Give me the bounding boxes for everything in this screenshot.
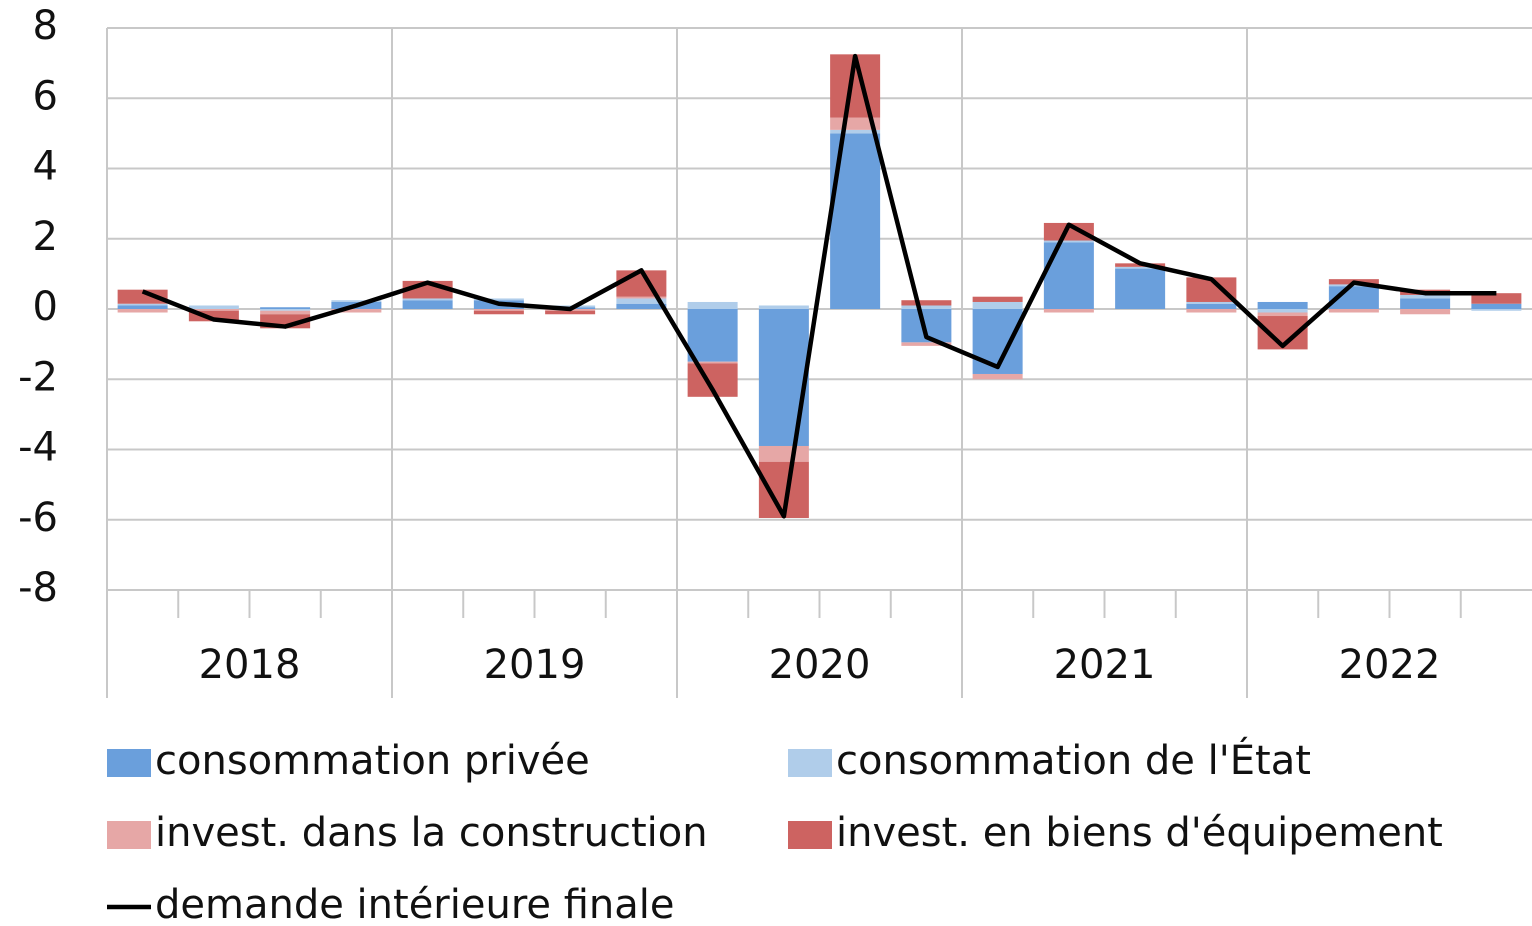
- bar-segment: [1186, 303, 1237, 309]
- bar-segment: [260, 310, 311, 315]
- x-group-label: 2020: [769, 642, 871, 688]
- bar-segment: [687, 309, 738, 362]
- bar-segment: [758, 445, 809, 462]
- bar-segment: [1043, 240, 1094, 243]
- bar-segment: [117, 289, 168, 304]
- x-group-label: 2022: [1339, 642, 1441, 688]
- legend-swatch: [788, 749, 832, 777]
- y-tick-label: 8: [33, 3, 58, 49]
- bar-segment: [117, 303, 168, 306]
- y-tick-label: -2: [18, 354, 58, 400]
- bar-segment: [1471, 303, 1522, 309]
- bar-segment: [758, 305, 809, 309]
- bar-segment: [616, 298, 667, 304]
- y-tick-label: -8: [18, 565, 58, 611]
- bar-segment: [117, 305, 168, 309]
- bar-segment: [758, 309, 809, 446]
- bar-segment: [972, 301, 1023, 309]
- y-tick-label: 4: [33, 144, 58, 190]
- y-tick-label: 6: [33, 73, 58, 119]
- bar-segment: [1186, 301, 1237, 304]
- bar-segment: [117, 309, 168, 313]
- legend-swatch: [107, 821, 151, 849]
- bar-segment: [901, 305, 952, 309]
- bar-segment: [1257, 301, 1308, 309]
- bar-segment: [687, 301, 738, 309]
- bar-segment: [972, 373, 1023, 380]
- bar-segment: [1400, 309, 1451, 315]
- bar-segment: [1043, 242, 1094, 309]
- legend-label: consommation de l'État: [836, 736, 1311, 784]
- y-tick-label: -6: [18, 495, 58, 541]
- legend-label: consommation privée: [155, 738, 590, 784]
- bar-segment: [830, 129, 881, 134]
- bar-segment: [972, 296, 1023, 302]
- bar-segment: [1043, 309, 1094, 313]
- bar-segment: [1471, 309, 1522, 311]
- bar-segment: [260, 307, 311, 309]
- bar-segment: [1115, 266, 1166, 269]
- bar-segment: [188, 310, 239, 322]
- x-group-label: 2021: [1054, 642, 1156, 688]
- bar-segment: [901, 300, 952, 306]
- bar-segment: [687, 361, 738, 364]
- legend-label: invest. en biens d'équipement: [836, 810, 1443, 856]
- x-group-label: 2019: [484, 642, 586, 688]
- legend-label: invest. dans la construction: [155, 810, 708, 856]
- bar-segment: [402, 300, 453, 309]
- bar-segment: [331, 309, 382, 313]
- bar-segment: [1328, 309, 1379, 313]
- bar-segment: [901, 342, 952, 346]
- bar-segment: [331, 300, 382, 302]
- bar-segment: [1186, 309, 1237, 313]
- bar-segment: [188, 305, 239, 309]
- bar-segment: [260, 309, 311, 311]
- legend-swatch: [788, 821, 832, 849]
- bar-segment: [545, 310, 596, 315]
- bar-segment: [545, 305, 596, 308]
- bar-segment: [616, 296, 667, 299]
- bar-segment: [188, 309, 239, 311]
- bar-segment: [473, 298, 524, 301]
- bar-segment: [1471, 293, 1522, 304]
- y-tick-label: 0: [33, 284, 58, 330]
- bar-segment: [1400, 294, 1451, 299]
- bar-segment: [473, 310, 524, 315]
- bar-segment: [1257, 312, 1308, 317]
- bar-segment: [1043, 222, 1094, 241]
- bar-segment: [473, 309, 524, 311]
- legend-label: demande intérieure finale: [155, 882, 675, 926]
- y-tick-label: 2: [33, 214, 58, 260]
- bar-segment: [1257, 309, 1308, 313]
- bar-segment: [1115, 268, 1166, 309]
- line: [141, 53, 1497, 519]
- bar-segment: [402, 298, 453, 301]
- bar-segment: [616, 303, 667, 309]
- y-tick-label: -4: [18, 425, 58, 471]
- bar-segment: [1400, 298, 1451, 309]
- legend-swatch: [107, 749, 151, 777]
- x-group-label: 2018: [199, 642, 301, 688]
